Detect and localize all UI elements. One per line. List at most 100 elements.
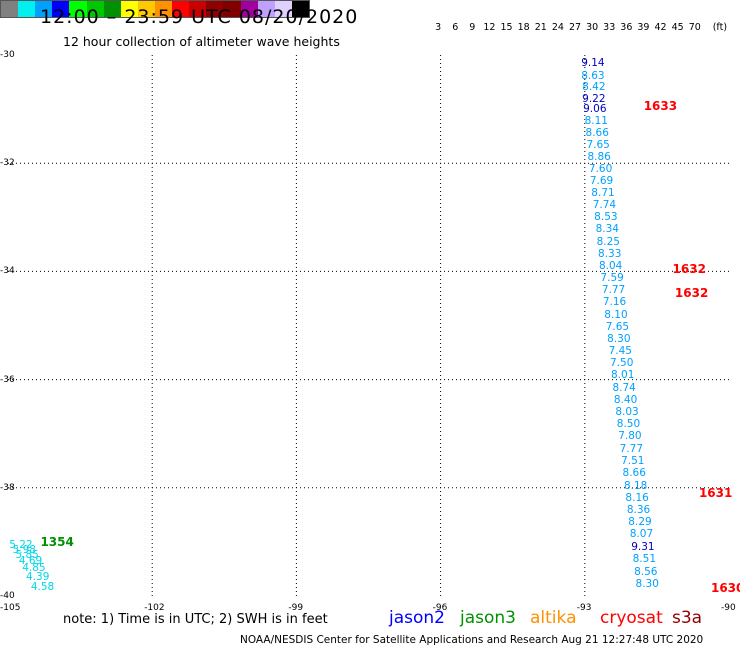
wave-height-label: 8.30 bbox=[635, 578, 659, 591]
wave-height-label: 8.53 bbox=[594, 211, 618, 224]
wave-height-label: 8.50 bbox=[616, 417, 641, 430]
satellite-label-altika: altika bbox=[530, 608, 577, 628]
wave-height-label: 7.80 bbox=[618, 430, 642, 443]
wave-height-label: 8.29 bbox=[628, 516, 652, 529]
wave-height-label: 7.65 bbox=[586, 138, 610, 151]
legend-tick-label: 9 bbox=[469, 22, 476, 33]
legend-tick-label: 18 bbox=[517, 22, 530, 33]
x-tick-label: -105 bbox=[0, 603, 21, 613]
wave-height-label: 8.71 bbox=[591, 186, 615, 199]
wave-height-label: 8.56 bbox=[634, 565, 658, 578]
wave-height-label: 8.36 bbox=[626, 503, 651, 516]
time-label: 1354 bbox=[40, 534, 74, 549]
time-label: 1633 bbox=[643, 99, 678, 114]
satellite-label-jason2: jason2 bbox=[389, 608, 445, 628]
wave-height-label: 8.30 bbox=[607, 333, 631, 346]
color-legend bbox=[0, 0, 310, 18]
legend-unit: (ft) bbox=[712, 22, 728, 33]
wave-height-label: 9.14 bbox=[581, 57, 605, 70]
time-label: 1630 bbox=[710, 580, 740, 595]
legend-tick-label: 42 bbox=[654, 22, 667, 33]
x-tick-label: -102 bbox=[144, 603, 165, 613]
wave-height-label: 9.22 bbox=[582, 93, 606, 106]
wave-height-label: 8.07 bbox=[629, 528, 654, 541]
legend-tick-label: 39 bbox=[637, 22, 650, 33]
wave-height-label: 9.06 bbox=[583, 103, 607, 116]
wave-height-label: 8.66 bbox=[585, 127, 609, 140]
wave-height-label: 8.25 bbox=[596, 235, 620, 248]
legend-swatch bbox=[240, 1, 258, 17]
wave-height-label: 7.69 bbox=[589, 174, 614, 187]
wave-height-label: 8.51 bbox=[632, 553, 657, 566]
legend-swatch bbox=[1, 1, 19, 17]
wave-height-label: 5.85 bbox=[15, 549, 39, 562]
wave-height-label: 8.01 bbox=[611, 369, 635, 382]
y-tick-label: -32 bbox=[0, 158, 15, 169]
wave-height-label: 5.98 bbox=[12, 544, 36, 556]
note-text: note: 1) Time is in UTC; 2) SWH is in fe… bbox=[63, 612, 328, 627]
wave-height-label: 8.33 bbox=[598, 247, 622, 260]
x-tick-label: -99 bbox=[288, 603, 304, 613]
wave-height-label: 5.22 bbox=[9, 538, 33, 551]
wave-height-label: 8.34 bbox=[595, 223, 619, 236]
wave-height-label: 7.74 bbox=[592, 198, 617, 211]
wave-height-label: 8.66 bbox=[622, 467, 646, 480]
legend-swatch bbox=[137, 1, 155, 17]
legend-tick-label: 30 bbox=[586, 22, 599, 33]
legend-swatch bbox=[274, 1, 292, 17]
legend-swatch bbox=[35, 1, 53, 17]
legend-swatch bbox=[223, 1, 241, 17]
x-tick-label: -93 bbox=[576, 603, 592, 613]
wave-height-label: 7.51 bbox=[621, 454, 645, 467]
legend-tick-label: 45 bbox=[671, 22, 684, 33]
wave-height-label: 4.69 bbox=[18, 554, 43, 567]
legend-swatch bbox=[52, 1, 70, 17]
wave-height-label: 8.16 bbox=[625, 491, 649, 504]
x-tick-label: -90 bbox=[721, 603, 736, 613]
satellite-label-s3a: s3a bbox=[672, 608, 703, 628]
legend-swatch bbox=[206, 1, 224, 17]
legend-swatch bbox=[257, 1, 275, 17]
legend-tick-label: 12 bbox=[483, 22, 496, 33]
satellite-label-jason3: jason3 bbox=[460, 608, 516, 628]
wave-height-label: 8.42 bbox=[582, 81, 606, 94]
legend-tick-label: 70 bbox=[688, 22, 701, 33]
wave-height-label: 4.58 bbox=[30, 580, 55, 593]
wave-height-label: 7.77 bbox=[601, 284, 626, 297]
time-label: 1632 bbox=[672, 261, 706, 276]
legend-tick-label: 3 bbox=[435, 22, 442, 33]
page-subtitle: 12 hour collection of altimeter wave hei… bbox=[63, 34, 340, 49]
legend-tick-label: 21 bbox=[534, 22, 547, 33]
page-title: 12:00 – 23:59 UTC 08/20/2020 bbox=[40, 6, 359, 28]
wave-height-label: 7.50 bbox=[610, 357, 634, 370]
legend-swatch bbox=[86, 1, 104, 17]
time-label: 1631 bbox=[698, 486, 733, 501]
legend-swatch bbox=[172, 1, 190, 17]
time-label: 1632 bbox=[674, 286, 709, 301]
legend-tick-label: 6 bbox=[452, 22, 459, 33]
y-tick-label: -34 bbox=[0, 266, 15, 277]
wave-height-label: 8.03 bbox=[615, 406, 639, 419]
legend-swatch bbox=[69, 1, 87, 17]
footer-credit: NOAA/NESDIS Center for Satellite Applica… bbox=[240, 634, 704, 646]
legend-swatch bbox=[103, 1, 121, 17]
legend-tick-label: 36 bbox=[620, 22, 633, 33]
wave-height-label: 7.45 bbox=[608, 344, 632, 357]
wave-height-label: 8.04 bbox=[598, 259, 623, 272]
wave-height-label: 7.16 bbox=[602, 296, 627, 309]
wave-height-label: 7.59 bbox=[600, 271, 624, 284]
legend-swatch bbox=[120, 1, 138, 17]
wave-height-label: 8.86 bbox=[587, 150, 611, 163]
wave-height-label: 8.74 bbox=[612, 381, 636, 394]
legend-tick-label: 15 bbox=[500, 22, 513, 33]
y-tick-label: -38 bbox=[0, 482, 15, 493]
satellite-label-cryosat: cryosat bbox=[600, 608, 663, 628]
wave-height-label: 4.85 bbox=[22, 561, 46, 574]
wave-height-label: 8.18 bbox=[623, 479, 648, 492]
wave-height-label: 7.65 bbox=[605, 320, 630, 333]
legend-swatch bbox=[291, 1, 309, 17]
wave-height-label: 7.60 bbox=[588, 162, 613, 175]
legend-tick-label: 27 bbox=[568, 22, 582, 33]
y-tick-label: -30 bbox=[0, 50, 15, 60]
